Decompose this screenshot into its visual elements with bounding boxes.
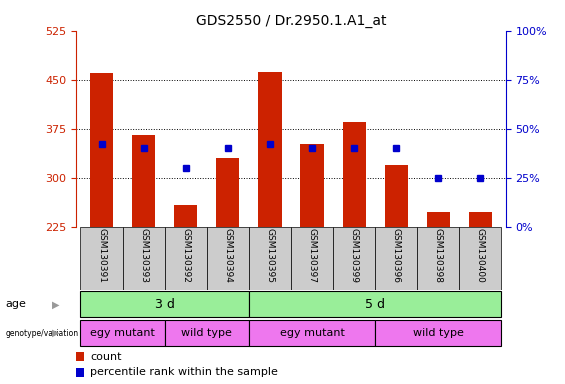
- Title: GDS2550 / Dr.2950.1.A1_at: GDS2550 / Dr.2950.1.A1_at: [195, 14, 386, 28]
- Bar: [132, 135, 155, 227]
- Text: egy mutant: egy mutant: [90, 328, 155, 338]
- Text: GSM130392: GSM130392: [181, 228, 190, 283]
- Text: GSM130396: GSM130396: [392, 228, 401, 283]
- Text: genotype/variation: genotype/variation: [6, 329, 79, 338]
- Bar: [164, 320, 249, 346]
- Text: GSM130399: GSM130399: [350, 228, 359, 283]
- Bar: [76, 352, 84, 361]
- Bar: [90, 73, 113, 227]
- Text: egy mutant: egy mutant: [280, 328, 345, 338]
- Bar: [258, 72, 281, 227]
- Bar: [418, 227, 459, 290]
- Text: GSM130391: GSM130391: [97, 228, 106, 283]
- Bar: [76, 368, 84, 377]
- Text: GSM130400: GSM130400: [476, 228, 485, 283]
- Text: wild type: wild type: [413, 328, 464, 338]
- Bar: [80, 320, 164, 346]
- Text: GSM130397: GSM130397: [307, 228, 316, 283]
- Bar: [342, 122, 366, 227]
- Bar: [427, 212, 450, 227]
- Text: GSM130395: GSM130395: [266, 228, 275, 283]
- Bar: [459, 227, 502, 290]
- Bar: [164, 227, 207, 290]
- Bar: [375, 227, 418, 290]
- Bar: [375, 320, 502, 346]
- Bar: [333, 227, 375, 290]
- Text: GSM130394: GSM130394: [223, 228, 232, 283]
- Text: count: count: [90, 352, 121, 362]
- Text: wild type: wild type: [181, 328, 232, 338]
- Bar: [80, 227, 123, 290]
- Bar: [291, 227, 333, 290]
- Text: age: age: [6, 299, 27, 310]
- Bar: [207, 227, 249, 290]
- Text: ▶: ▶: [51, 299, 59, 310]
- Bar: [249, 320, 375, 346]
- Bar: [123, 227, 164, 290]
- Bar: [385, 165, 408, 227]
- Text: 3 d: 3 d: [155, 298, 175, 311]
- Text: GSM130393: GSM130393: [139, 228, 148, 283]
- Bar: [216, 158, 240, 227]
- Text: GSM130398: GSM130398: [434, 228, 443, 283]
- Bar: [301, 144, 324, 227]
- Bar: [249, 227, 291, 290]
- Bar: [249, 291, 502, 317]
- Text: ▶: ▶: [51, 328, 59, 338]
- Bar: [469, 212, 492, 227]
- Bar: [174, 205, 197, 227]
- Bar: [80, 291, 249, 317]
- Text: percentile rank within the sample: percentile rank within the sample: [90, 367, 278, 377]
- Text: 5 d: 5 d: [365, 298, 385, 311]
